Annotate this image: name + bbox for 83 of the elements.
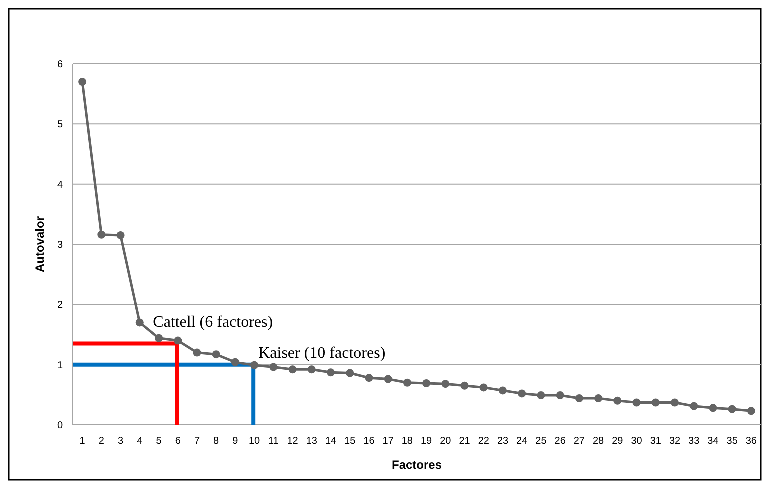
x-tick-label: 6 xyxy=(175,436,182,447)
point xyxy=(78,78,87,86)
x-axis-title: Factores xyxy=(392,458,442,472)
x-tick-label: 25 xyxy=(536,436,548,447)
point xyxy=(422,379,431,388)
x-tick-label: 1 xyxy=(80,436,86,447)
x-tick-label: 9 xyxy=(232,436,239,447)
x-tick-label: 27 xyxy=(574,436,586,447)
x-tick-label: 10 xyxy=(248,436,261,447)
x-tick-label: 3 xyxy=(118,436,124,447)
y-tick-label: 1 xyxy=(57,360,64,372)
point xyxy=(709,404,718,412)
annotation: Cattell (6 factores) xyxy=(153,314,274,331)
x-tick-label: 22 xyxy=(478,436,490,447)
y-tick-label: 4 xyxy=(57,180,64,191)
point xyxy=(270,363,278,372)
point xyxy=(212,350,220,359)
x-tick-label: 20 xyxy=(440,436,452,447)
point xyxy=(690,402,698,410)
point xyxy=(288,366,297,374)
point xyxy=(308,366,316,374)
x-tick-label: 12 xyxy=(287,436,299,447)
point xyxy=(747,407,756,416)
y-tick-label: 0 xyxy=(57,420,64,432)
x-tick-label: 31 xyxy=(650,436,662,447)
point xyxy=(632,398,641,407)
x-tick-label: 21 xyxy=(459,436,471,447)
x-tick-label: 7 xyxy=(194,436,200,447)
point xyxy=(518,390,526,398)
x-tick-label: 28 xyxy=(592,436,605,447)
x-tick-label: 13 xyxy=(306,436,318,447)
x-tick-label: 8 xyxy=(214,436,220,447)
x-tick-label: 4 xyxy=(137,436,144,447)
x-tick-label: 11 xyxy=(268,436,280,447)
x-tick-label: 23 xyxy=(497,436,509,447)
x-tick-label: 32 xyxy=(669,436,681,447)
x-tick-label: 16 xyxy=(364,436,376,447)
point xyxy=(231,358,240,366)
point xyxy=(556,392,564,400)
point xyxy=(155,334,163,342)
point xyxy=(384,375,392,384)
point xyxy=(116,231,125,240)
x-tick-label: 2 xyxy=(98,436,105,447)
point xyxy=(250,361,259,370)
point xyxy=(728,405,736,414)
x-tick-label: 33 xyxy=(688,436,700,447)
point xyxy=(442,380,450,388)
x-tick-label: 17 xyxy=(382,436,394,447)
point xyxy=(365,374,374,382)
point xyxy=(652,398,660,407)
y-tick-label: 5 xyxy=(57,120,64,131)
point xyxy=(174,336,182,345)
point xyxy=(403,378,412,387)
y-axis-title: Autovalor xyxy=(33,216,47,273)
point xyxy=(193,348,202,357)
y-tick-label: 3 xyxy=(57,240,64,251)
point xyxy=(671,398,679,407)
x-tick-label: 5 xyxy=(156,436,162,447)
point xyxy=(575,394,584,403)
point xyxy=(537,392,546,400)
x-tick-label: 19 xyxy=(420,436,433,447)
x-tick-label: 35 xyxy=(726,436,738,447)
x-tick-label: 24 xyxy=(516,436,528,447)
x-tick-label: 14 xyxy=(325,436,337,447)
annotation: Kaiser (10 factores) xyxy=(258,344,386,362)
point xyxy=(460,382,469,390)
x-tick-label: 26 xyxy=(554,436,566,447)
x-tick-label: 30 xyxy=(631,436,643,447)
point xyxy=(594,394,603,403)
x-tick-label: 34 xyxy=(708,436,720,447)
y-tick-label: 2 xyxy=(57,300,64,312)
x-tick-label: 18 xyxy=(402,436,414,447)
y-tick-label: 6 xyxy=(57,60,64,70)
point xyxy=(480,384,488,392)
point xyxy=(327,368,335,377)
point xyxy=(136,318,144,327)
x-tick-label: 15 xyxy=(344,436,356,447)
point xyxy=(98,230,106,239)
point xyxy=(499,386,507,395)
x-tick-label: 36 xyxy=(746,436,758,447)
point xyxy=(346,369,354,378)
x-tick-label: 29 xyxy=(612,436,624,447)
point xyxy=(614,396,622,405)
